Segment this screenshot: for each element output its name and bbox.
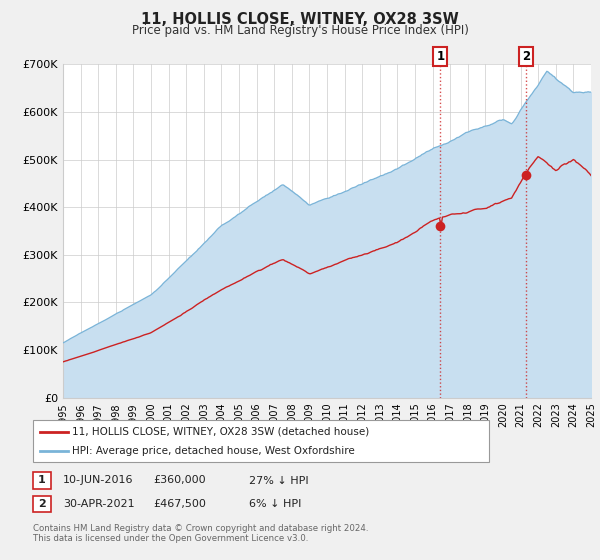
Text: 2: 2 bbox=[523, 50, 530, 63]
Text: 11, HOLLIS CLOSE, WITNEY, OX28 3SW (detached house): 11, HOLLIS CLOSE, WITNEY, OX28 3SW (deta… bbox=[72, 427, 369, 437]
Text: £467,500: £467,500 bbox=[153, 499, 206, 509]
Text: Contains HM Land Registry data © Crown copyright and database right 2024.
This d: Contains HM Land Registry data © Crown c… bbox=[33, 524, 368, 543]
Text: Price paid vs. HM Land Registry's House Price Index (HPI): Price paid vs. HM Land Registry's House … bbox=[131, 24, 469, 36]
Text: 6% ↓ HPI: 6% ↓ HPI bbox=[249, 499, 301, 509]
Text: 1: 1 bbox=[436, 50, 445, 63]
Text: HPI: Average price, detached house, West Oxfordshire: HPI: Average price, detached house, West… bbox=[72, 446, 355, 456]
Text: 1: 1 bbox=[38, 475, 46, 486]
Text: 27% ↓ HPI: 27% ↓ HPI bbox=[249, 475, 308, 486]
Text: 30-APR-2021: 30-APR-2021 bbox=[63, 499, 134, 509]
Text: £360,000: £360,000 bbox=[153, 475, 206, 486]
Text: 11, HOLLIS CLOSE, WITNEY, OX28 3SW: 11, HOLLIS CLOSE, WITNEY, OX28 3SW bbox=[141, 12, 459, 27]
Text: 2: 2 bbox=[38, 499, 46, 509]
Text: 10-JUN-2016: 10-JUN-2016 bbox=[63, 475, 133, 486]
